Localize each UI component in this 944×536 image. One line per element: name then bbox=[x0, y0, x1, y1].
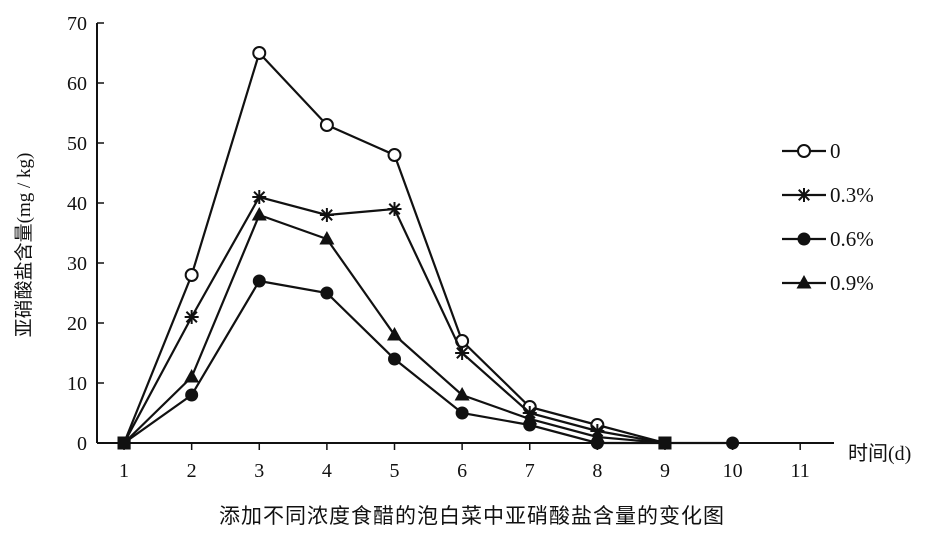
legend-marker-3 bbox=[796, 275, 812, 289]
series-2 bbox=[117, 274, 740, 450]
series-2-point-4 bbox=[388, 352, 402, 366]
legend-marker-1 bbox=[797, 188, 811, 202]
y-tick-label-70: 70 bbox=[67, 13, 87, 35]
series-3-point-6 bbox=[522, 411, 538, 425]
series-0 bbox=[117, 46, 672, 450]
legend: 0 0.3% 0.6% 0.9% bbox=[782, 139, 874, 295]
series-0-point-2 bbox=[252, 46, 267, 60]
series-3-point-4 bbox=[387, 327, 403, 341]
y-tick-label-60: 60 bbox=[67, 73, 87, 95]
series-1-point-4 bbox=[387, 202, 402, 216]
series-2-point-2 bbox=[252, 274, 266, 288]
legend-label-0: 0 bbox=[830, 139, 841, 163]
series-0-point-1 bbox=[184, 268, 199, 282]
series-1 bbox=[117, 190, 672, 450]
y-tick-label-50: 50 bbox=[67, 133, 87, 155]
chart-caption: 添加不同浓度食醋的泡白菜中亚硝酸盐含量的变化图 bbox=[219, 504, 725, 528]
legend-label-1: 0.3% bbox=[830, 183, 874, 207]
series-3-point-5 bbox=[454, 387, 470, 401]
x-tick-label-2: 2 bbox=[187, 460, 197, 482]
series-3-point-7 bbox=[589, 429, 605, 443]
x-tick-label-11: 11 bbox=[791, 460, 810, 482]
legend-item-0: 0 bbox=[782, 139, 841, 163]
series-0-point-4 bbox=[387, 148, 402, 162]
x-tick-label-8: 8 bbox=[592, 460, 602, 482]
x-axis-label: 时间(d) bbox=[848, 442, 911, 465]
series-3-point-8 bbox=[658, 436, 672, 450]
series-3-point-1 bbox=[184, 369, 200, 383]
series-1-point-3 bbox=[319, 208, 334, 222]
series-1-point-1 bbox=[184, 310, 199, 324]
axes: 0 10 20 30 40 50 60 70 1 2 3 4 5 6 7 8 9 10 11 bbox=[67, 13, 834, 482]
series-2-point-9 bbox=[726, 436, 740, 450]
y-tick-label-40: 40 bbox=[67, 193, 87, 215]
legend-item-3: 0.9% bbox=[782, 271, 874, 295]
legend-label-2: 0.6% bbox=[830, 227, 874, 251]
series-1-point-2 bbox=[252, 190, 267, 204]
series-2-point-1 bbox=[185, 388, 199, 402]
x-tick-label-9: 9 bbox=[660, 460, 670, 482]
legend-item-2: 0.6% bbox=[782, 227, 874, 251]
series-line-0 bbox=[123, 50, 666, 445]
legend-label-3: 0.9% bbox=[830, 271, 874, 295]
y-tick-label-30: 30 bbox=[67, 253, 87, 275]
x-tick-label-7: 7 bbox=[525, 460, 535, 482]
x-tick-label-5: 5 bbox=[390, 460, 400, 482]
legend-marker-2 bbox=[797, 232, 811, 246]
x-tick-label-6: 6 bbox=[457, 460, 467, 482]
x-tick-label-4: 4 bbox=[322, 460, 332, 482]
y-tick-label-10: 10 bbox=[67, 373, 87, 395]
legend-item-1: 0.3% bbox=[782, 183, 874, 207]
series-1-point-5 bbox=[455, 346, 470, 360]
x-tick-label-3: 3 bbox=[254, 460, 264, 482]
series-3-point-2 bbox=[251, 207, 267, 221]
y-tick-label-20: 20 bbox=[67, 313, 87, 335]
y-axis-label: 亚硝酸盐含量(mg / kg) bbox=[13, 153, 35, 338]
series-3 bbox=[117, 207, 672, 450]
series-2-point-5 bbox=[455, 406, 469, 420]
series-layer bbox=[117, 46, 740, 450]
series-3-point-0 bbox=[117, 436, 131, 450]
series-3-point-3 bbox=[319, 231, 335, 245]
x-tick-label-10: 10 bbox=[723, 460, 743, 482]
series-0-point-3 bbox=[319, 118, 334, 132]
series-line-2 bbox=[123, 279, 733, 445]
x-tick-label-1: 1 bbox=[119, 460, 129, 482]
legend-marker-0 bbox=[797, 144, 811, 158]
y-tick-label-0: 0 bbox=[77, 433, 87, 455]
series-2-point-3 bbox=[320, 286, 334, 300]
